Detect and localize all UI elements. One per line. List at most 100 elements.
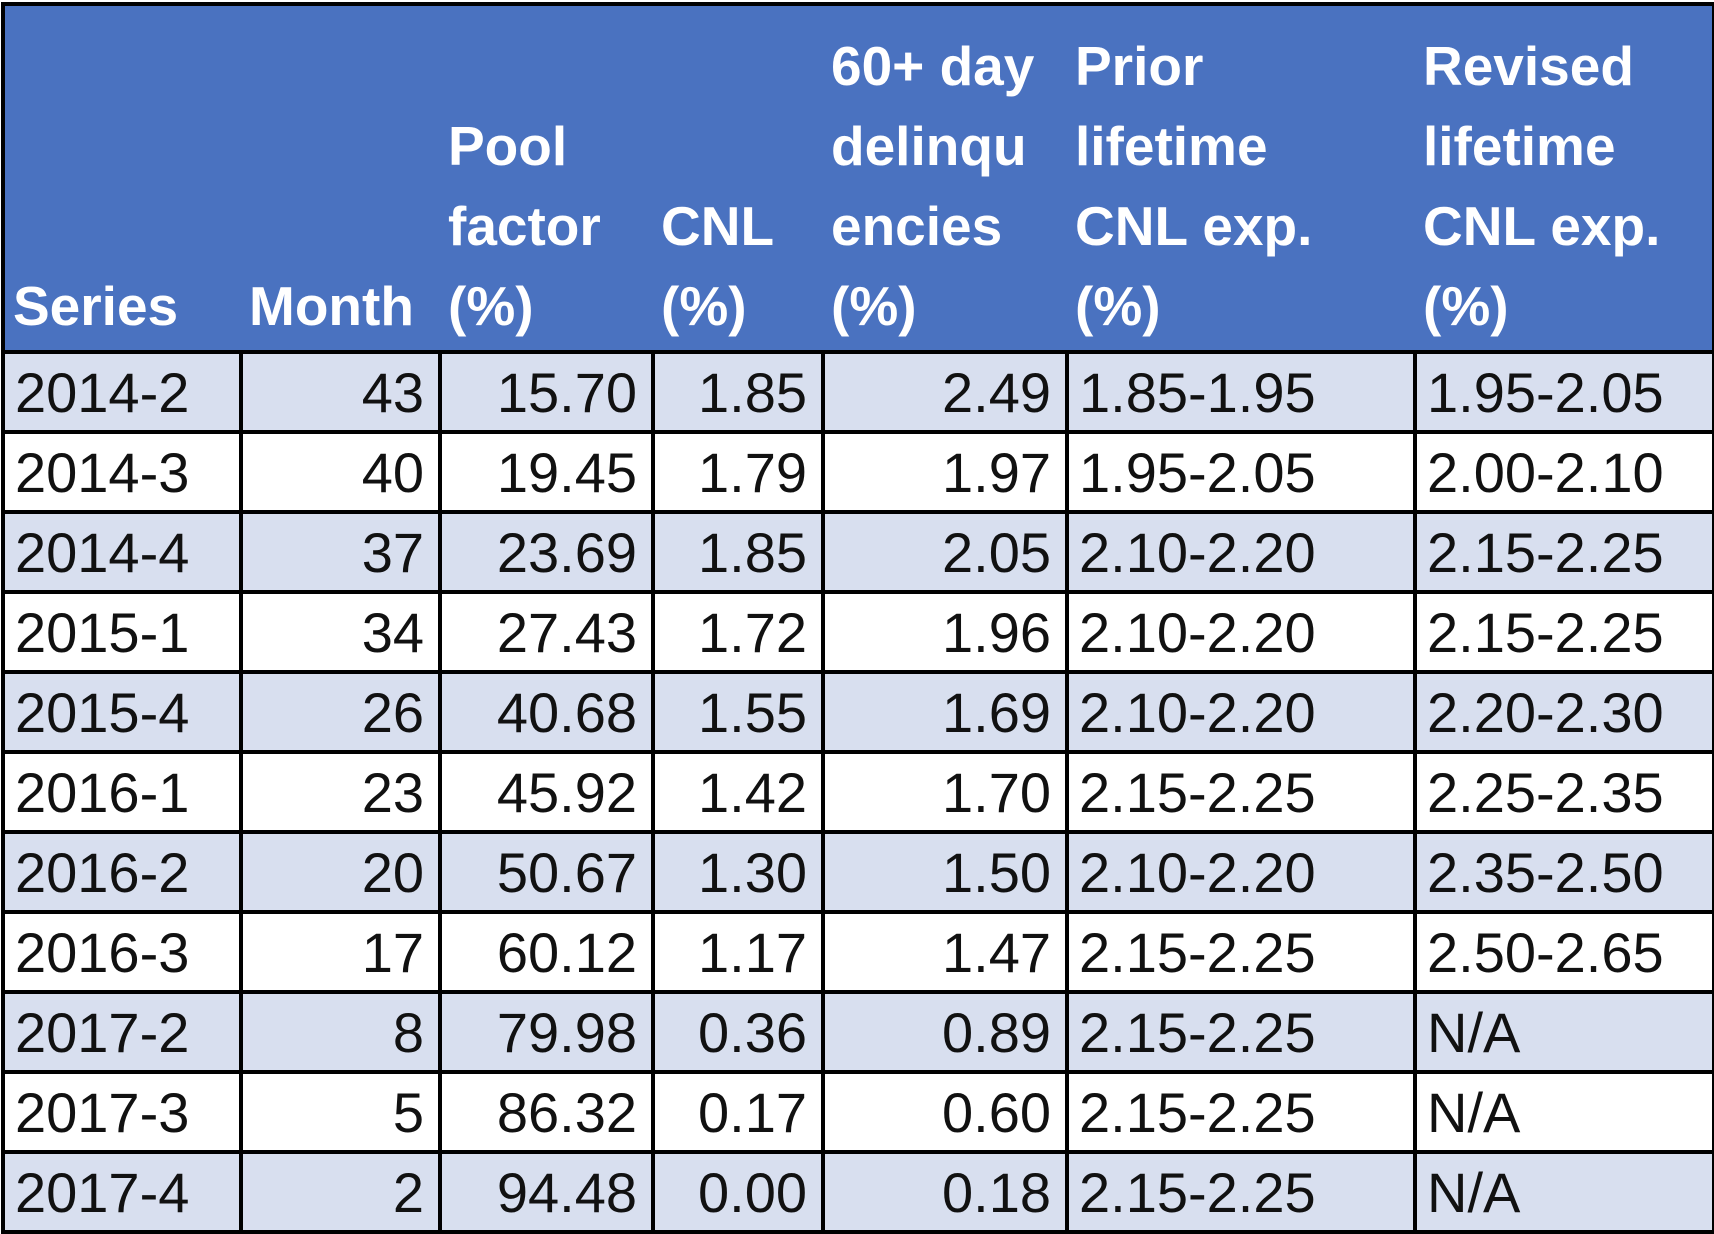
cell-series: 2016-2 xyxy=(1,830,243,914)
cell-delinquencies: 1.69 xyxy=(821,670,1069,754)
cell-pool-factor: 86.32 xyxy=(438,1070,655,1154)
table-row: 2014-4 37 23.69 1.85 2.05 2.10-2.20 2.15-2.25 xyxy=(1,510,1714,594)
cell-series: 2014-2 xyxy=(1,350,243,434)
cell-prior-cnl-exp: 1.85-1.95 xyxy=(1065,350,1417,434)
table-row: 2016-2 20 50.67 1.30 1.50 2.10-2.20 2.35-2.50 xyxy=(1,830,1714,914)
header-pool-factor: Pool factor (%) xyxy=(440,4,653,352)
cell-series: 2015-4 xyxy=(1,670,243,754)
cell-revised-cnl-exp: 1.95-2.05 xyxy=(1413,350,1714,434)
cell-delinquencies: 0.89 xyxy=(821,990,1069,1074)
cell-pool-factor: 94.48 xyxy=(438,1150,655,1234)
cell-month: 43 xyxy=(239,350,442,434)
cell-delinquencies: 0.60 xyxy=(821,1070,1069,1154)
cell-delinquencies: 1.50 xyxy=(821,830,1069,914)
header-line: (%) xyxy=(1075,275,1161,337)
cell-month: 37 xyxy=(239,510,442,594)
table-row: 2017-4 2 94.48 0.00 0.18 2.15-2.25 N/A xyxy=(1,1150,1714,1234)
cell-month: 17 xyxy=(239,910,442,994)
cell-delinquencies: 1.96 xyxy=(821,590,1069,674)
cell-series: 2014-3 xyxy=(1,430,243,514)
cell-revised-cnl-exp: N/A xyxy=(1413,990,1714,1074)
cell-pool-factor: 19.45 xyxy=(438,430,655,514)
cell-cnl: 0.36 xyxy=(651,990,825,1074)
cell-delinquencies: 1.47 xyxy=(821,910,1069,994)
header-line: Revised xyxy=(1423,35,1634,97)
cell-prior-cnl-exp: 2.15-2.25 xyxy=(1065,910,1417,994)
table-body: 2014-2 43 15.70 1.85 2.49 1.85-1.95 1.95-2.05 2… xyxy=(1,350,1714,1234)
cell-prior-cnl-exp: 2.10-2.20 xyxy=(1065,590,1417,674)
cell-cnl: 1.42 xyxy=(651,750,825,834)
cell-revised-cnl-exp: 2.00-2.10 xyxy=(1413,430,1714,514)
cell-series: 2017-3 xyxy=(1,1070,243,1154)
header-line: (%) xyxy=(661,275,747,337)
table-row: 2015-4 26 40.68 1.55 1.69 2.10-2.20 2.20-2.30 xyxy=(1,670,1714,754)
cell-cnl: 0.17 xyxy=(651,1070,825,1154)
header-line: Prior xyxy=(1075,35,1204,97)
header-line: (%) xyxy=(831,275,917,337)
cell-revised-cnl-exp: 2.20-2.30 xyxy=(1413,670,1714,754)
table-row: 2014-3 40 19.45 1.79 1.97 1.95-2.05 2.00-2.10 xyxy=(1,430,1714,514)
cell-revised-cnl-exp: 2.50-2.65 xyxy=(1413,910,1714,994)
cell-cnl: 1.85 xyxy=(651,510,825,594)
header-revised-cnl-exp: Revised lifetime CNL exp. (%) xyxy=(1415,4,1714,352)
cell-cnl: 1.17 xyxy=(651,910,825,994)
cell-delinquencies: 1.97 xyxy=(821,430,1069,514)
header-month: Month xyxy=(241,4,440,352)
table-row: 2017-3 5 86.32 0.17 0.60 2.15-2.25 N/A xyxy=(1,1070,1714,1154)
cell-pool-factor: 45.92 xyxy=(438,750,655,834)
header-series: Series xyxy=(3,4,241,352)
cell-series: 2016-1 xyxy=(1,750,243,834)
header-line: encies xyxy=(831,195,1003,257)
header-line: CNL exp. xyxy=(1423,195,1661,257)
header-line: CNL xyxy=(661,195,775,257)
cell-prior-cnl-exp: 2.15-2.25 xyxy=(1065,1070,1417,1154)
cell-pool-factor: 23.69 xyxy=(438,510,655,594)
header-row: Series Month Pool factor (%) CNL (%) 60+… xyxy=(3,4,1714,352)
cell-cnl: 0.00 xyxy=(651,1150,825,1234)
cell-cnl: 1.85 xyxy=(651,350,825,434)
table-row: 2017-2 8 79.98 0.36 0.89 2.15-2.25 N/A xyxy=(1,990,1714,1074)
header-prior-cnl-exp: Prior lifetime CNL exp. (%) xyxy=(1067,4,1415,352)
table-row: 2016-1 23 45.92 1.42 1.70 2.15-2.25 2.25-2.35 xyxy=(1,750,1714,834)
cell-prior-cnl-exp: 2.10-2.20 xyxy=(1065,670,1417,754)
cell-delinquencies: 2.49 xyxy=(821,350,1069,434)
cell-month: 8 xyxy=(239,990,442,1074)
cell-prior-cnl-exp: 2.15-2.25 xyxy=(1065,750,1417,834)
header-line: lifetime xyxy=(1075,115,1268,177)
table-row: 2014-2 43 15.70 1.85 2.49 1.85-1.95 1.95-2.05 xyxy=(1,350,1714,434)
cell-prior-cnl-exp: 2.10-2.20 xyxy=(1065,510,1417,594)
header-line: (%) xyxy=(448,275,534,337)
cell-revised-cnl-exp: N/A xyxy=(1413,1150,1714,1234)
cell-series: 2017-4 xyxy=(1,1150,243,1234)
cell-pool-factor: 40.68 xyxy=(438,670,655,754)
header-line: Month xyxy=(249,275,414,337)
cell-series: 2014-4 xyxy=(1,510,243,594)
cell-month: 26 xyxy=(239,670,442,754)
cell-month: 34 xyxy=(239,590,442,674)
cell-month: 40 xyxy=(239,430,442,514)
cell-month: 23 xyxy=(239,750,442,834)
cell-revised-cnl-exp: N/A xyxy=(1413,1070,1714,1154)
cell-revised-cnl-exp: 2.35-2.50 xyxy=(1413,830,1714,914)
table-row: 2015-1 34 27.43 1.72 1.96 2.10-2.20 2.15-2.25 xyxy=(1,590,1714,674)
header-line: Series xyxy=(13,275,179,337)
cell-revised-cnl-exp: 2.15-2.25 xyxy=(1413,590,1714,674)
header-line: Pool xyxy=(448,115,568,177)
cell-pool-factor: 79.98 xyxy=(438,990,655,1074)
header-line: (%) xyxy=(1423,275,1509,337)
cell-month: 5 xyxy=(239,1070,442,1154)
cell-prior-cnl-exp: 2.15-2.25 xyxy=(1065,1150,1417,1234)
header-line: 60+ day xyxy=(831,35,1035,97)
header-cnl: CNL (%) xyxy=(653,4,823,352)
cell-cnl: 1.55 xyxy=(651,670,825,754)
cell-prior-cnl-exp: 1.95-2.05 xyxy=(1065,430,1417,514)
cell-delinquencies: 2.05 xyxy=(821,510,1069,594)
cell-series: 2016-3 xyxy=(1,910,243,994)
cell-pool-factor: 27.43 xyxy=(438,590,655,674)
cell-cnl: 1.79 xyxy=(651,430,825,514)
header-line: factor xyxy=(448,195,601,257)
cell-prior-cnl-exp: 2.10-2.20 xyxy=(1065,830,1417,914)
cell-month: 2 xyxy=(239,1150,442,1234)
header-line: CNL exp. xyxy=(1075,195,1313,257)
